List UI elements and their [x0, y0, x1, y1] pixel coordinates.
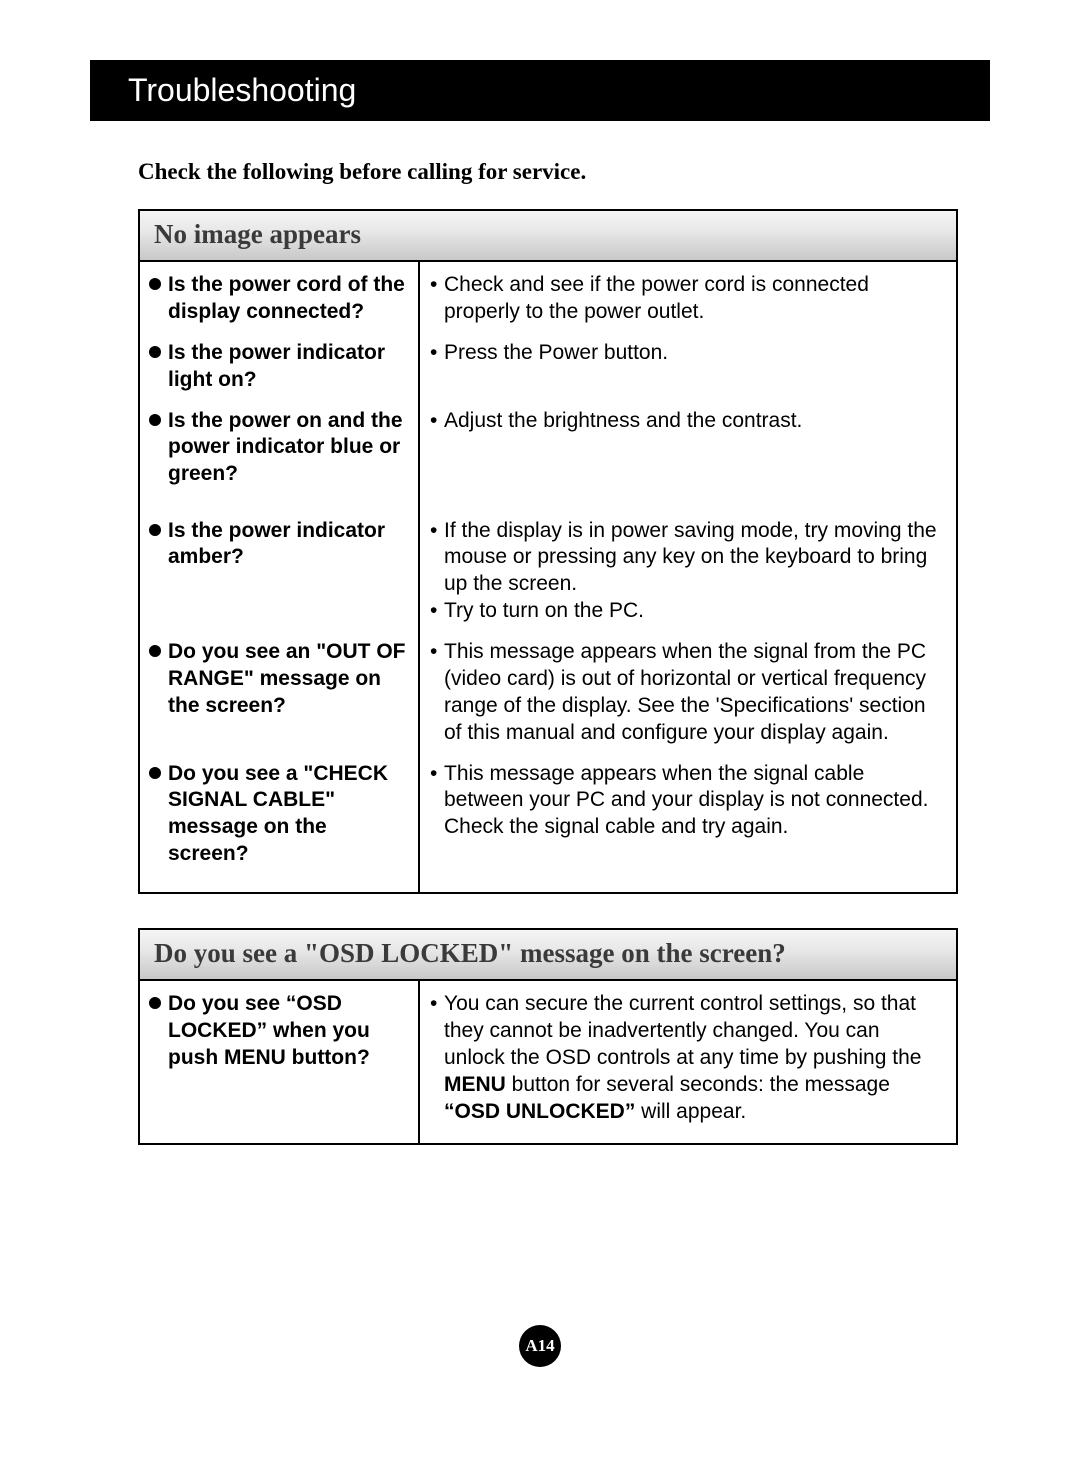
intro-text: Check the following before calling for s…: [138, 159, 990, 185]
answer: •Try to turn on the PC.: [430, 598, 938, 625]
table-row: Is the power indicator amber? •If the di…: [140, 508, 956, 630]
table-body: Do you see “OSD LOCKED” when you push ME…: [140, 981, 956, 1143]
table-row: Do you see a "CHECK SIGNAL CABLE" messag…: [140, 751, 956, 893]
answer: •You can secure the current control sett…: [430, 991, 938, 1125]
table-row: Is the power indicator light on? •Press …: [140, 330, 956, 398]
answer: •Check and see if the power cord is conn…: [430, 272, 938, 326]
answer: •Adjust the brightness and the contrast.: [430, 408, 938, 504]
question: Do you see a "CHECK SIGNAL CABLE" messag…: [146, 761, 410, 869]
answer: •Press the Power button.: [430, 340, 938, 367]
section-title-bar: Troubleshooting: [90, 60, 990, 121]
table-header: No image appears: [140, 211, 956, 262]
question: Is the power indicator amber?: [146, 518, 410, 572]
table-osd-locked: Do you see a "OSD LOCKED" message on the…: [138, 928, 958, 1145]
table-row: Is the power cord of the display connect…: [140, 262, 956, 330]
question: Do you see an "OUT OF RANGE" message on …: [146, 639, 410, 720]
answer: •This message appears when the signal ca…: [430, 761, 938, 842]
section-title: Troubleshooting: [128, 72, 356, 108]
table-no-image: No image appears Is the power cord of th…: [138, 209, 958, 894]
question: Is the power cord of the display connect…: [146, 272, 410, 326]
question: Is the power indicator light on?: [146, 340, 410, 394]
table-row: Is the power on and the power indicator …: [140, 398, 956, 508]
answer-text: You can secure the current control setti…: [444, 992, 921, 1123]
answer: •If the display is in power saving mode,…: [430, 518, 938, 599]
question: Do you see “OSD LOCKED” when you push ME…: [146, 991, 410, 1072]
table-row: Do you see an "OUT OF RANGE" message on …: [140, 629, 956, 751]
answer: •This message appears when the signal fr…: [430, 639, 938, 747]
page-number-badge: A14: [519, 1325, 561, 1367]
table-header: Do you see a "OSD LOCKED" message on the…: [140, 930, 956, 981]
page-number: A14: [525, 1336, 554, 1356]
question: Is the power on and the power indicator …: [146, 408, 410, 504]
page: Troubleshooting Check the following befo…: [0, 0, 1080, 1145]
